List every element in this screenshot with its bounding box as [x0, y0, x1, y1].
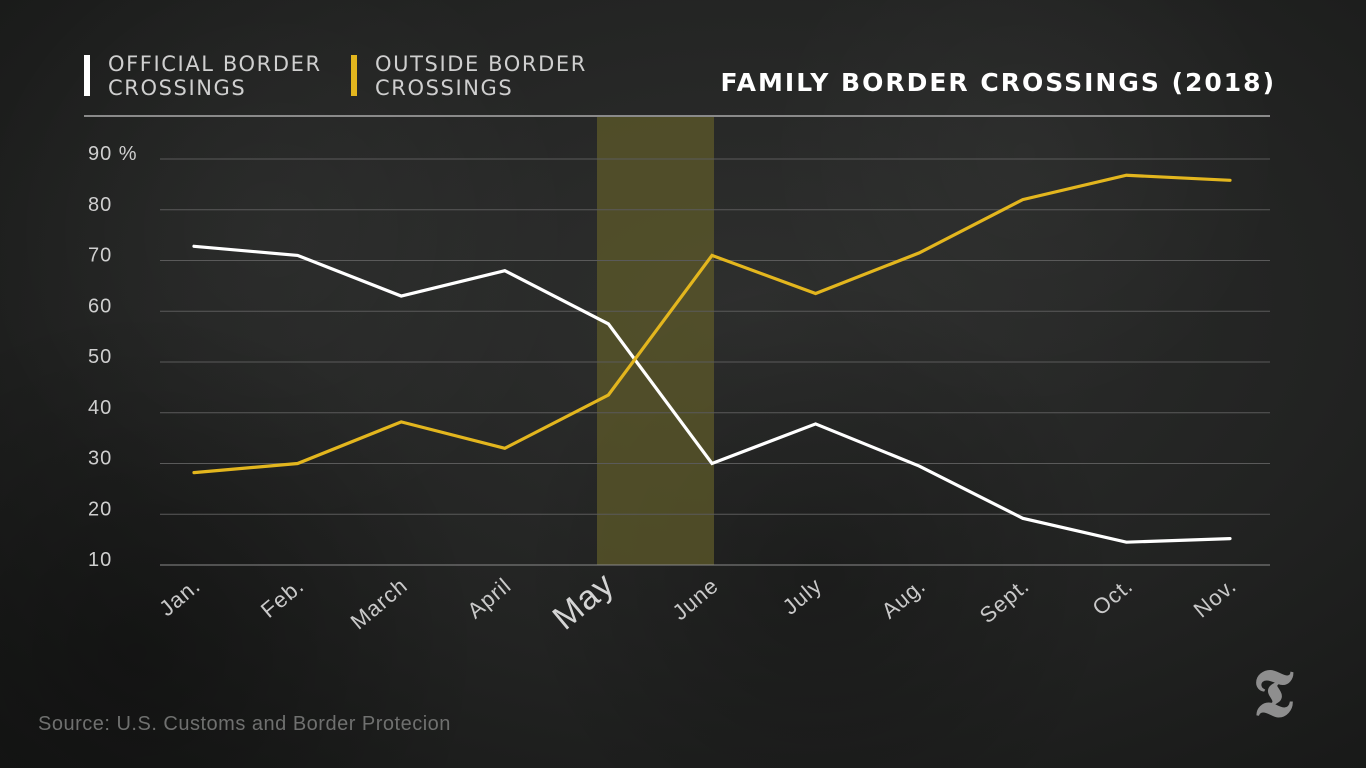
chart-title: FAMILY BORDER CROSSINGS (2018) — [720, 68, 1276, 97]
nyt-t-logo-icon: 𝕿 — [1253, 658, 1294, 726]
x-tick-label: July — [778, 573, 827, 620]
y-tick-label: 70 — [88, 245, 112, 267]
x-tick-label: Sept. — [975, 573, 1034, 628]
x-tick-label: April — [462, 573, 516, 624]
y-tick-label: 30 — [88, 448, 112, 470]
y-tick-label: 20 — [88, 498, 112, 520]
legend-swatch-outside — [351, 55, 357, 96]
x-tick-label: Aug. — [877, 573, 931, 624]
x-tick-label: Jan. — [154, 573, 205, 621]
x-tick-label: Feb. — [256, 573, 309, 623]
x-tick-label: March — [346, 573, 413, 635]
x-tick-label: May — [546, 565, 622, 637]
y-tick-label: 50 — [88, 346, 112, 368]
series-line-outside — [192, 173, 1232, 475]
legend-item-official: OFFICIAL BORDER CROSSINGS — [84, 52, 328, 100]
legend-label-outside: OUTSIDE BORDER CROSSINGS — [375, 52, 587, 100]
legend-item-outside: OUTSIDE BORDER CROSSINGS — [351, 52, 595, 100]
svg-text:𝕿: 𝕿 — [1253, 658, 1294, 726]
y-tick-label: 60 — [88, 295, 112, 317]
y-tick-label: 40 — [88, 397, 112, 419]
y-tick-label: 90 % — [88, 143, 138, 165]
legend-swatch-official — [84, 55, 90, 96]
legend-label-official: OFFICIAL BORDER CROSSINGS — [108, 52, 322, 100]
highlight-band-may — [597, 117, 714, 565]
x-tick-label: Nov. — [1189, 573, 1242, 623]
series-line-official — [192, 244, 1232, 544]
x-tick-label: June — [668, 573, 724, 625]
source-note: Source: U.S. Customs and Border Protecio… — [38, 713, 451, 735]
x-tick-label: Oct. — [1088, 573, 1138, 621]
y-tick-label: 80 — [88, 194, 112, 216]
y-tick-label: 10 — [88, 549, 112, 571]
